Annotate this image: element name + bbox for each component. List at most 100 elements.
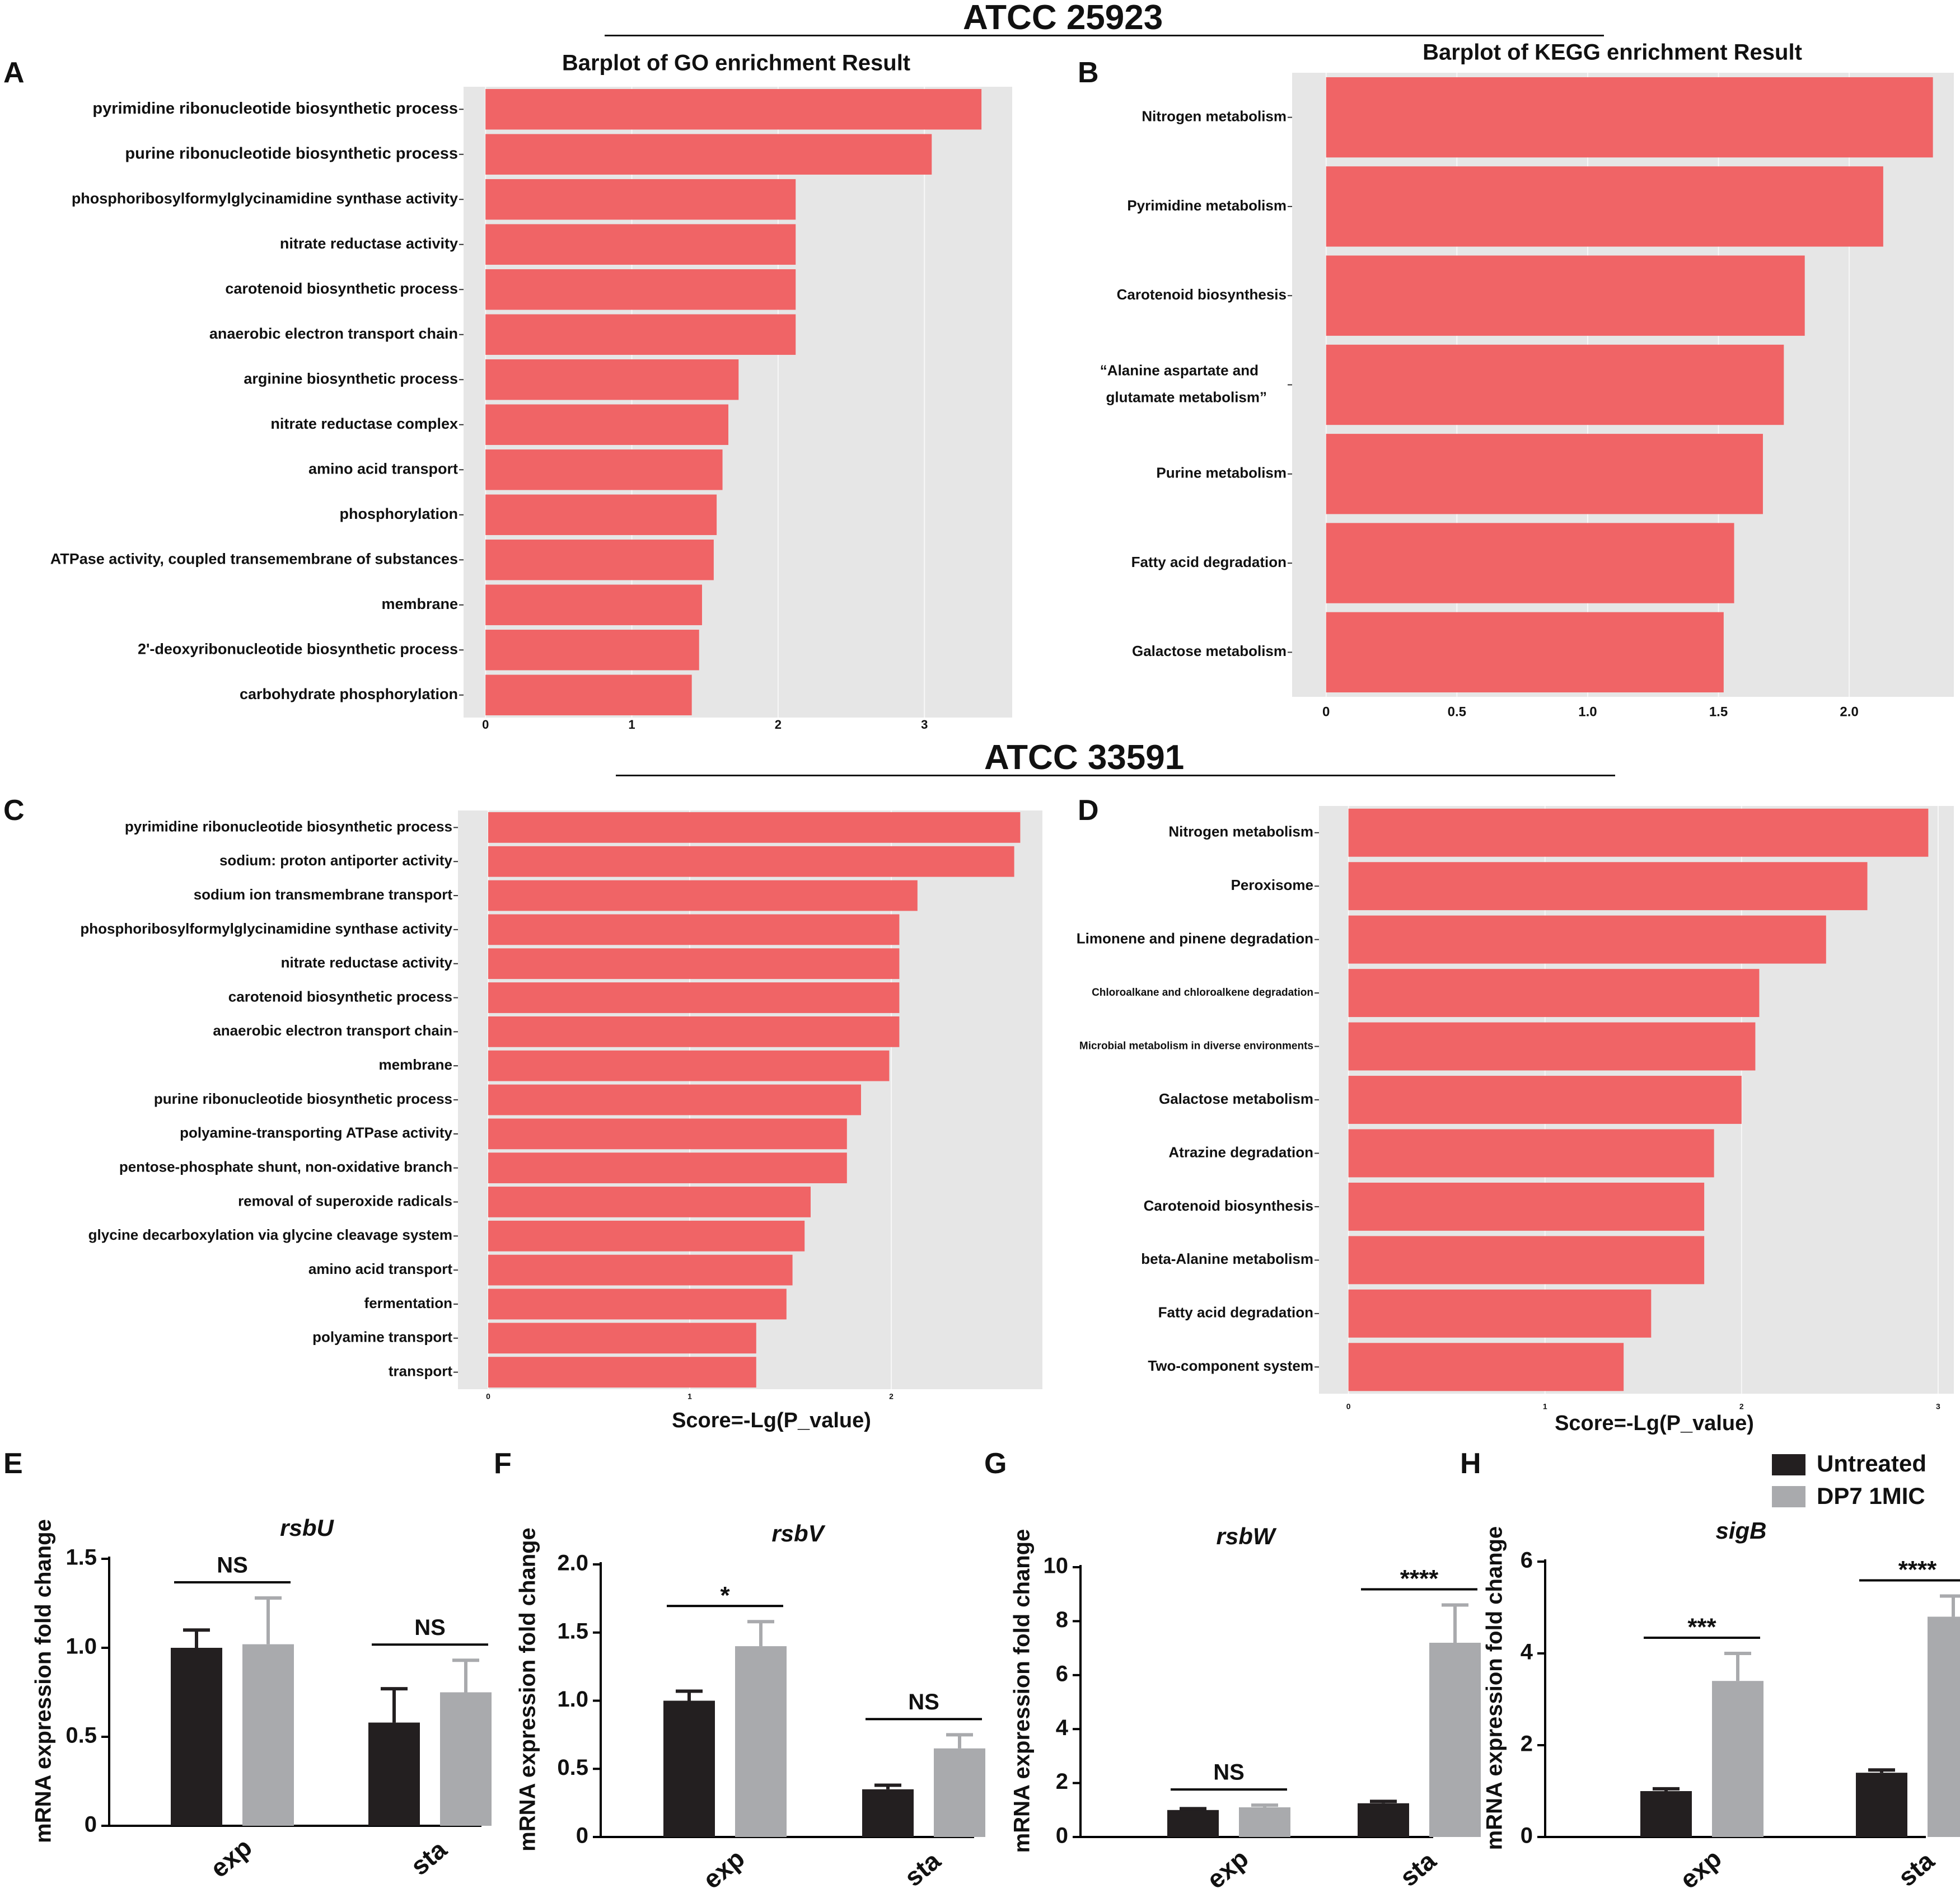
strain-header-rule-top (605, 35, 1604, 36)
category-label: Peroxisome (1231, 877, 1313, 893)
bar-untreated (368, 1722, 420, 1826)
y-axis-label: mRNA expression fold change (516, 1527, 540, 1852)
x-category-label: sta (1394, 1846, 1442, 1892)
significance-label: * (720, 1582, 730, 1609)
strain-header-atcc25923: ATCC 25923 (963, 0, 1163, 37)
bar (488, 880, 918, 911)
significance-label: **** (1400, 1565, 1439, 1592)
bar (485, 540, 714, 580)
x-tick-label: 1.5 (1709, 704, 1728, 719)
bar-untreated (1167, 1810, 1219, 1837)
category-label: arginine biosynthetic process (244, 370, 458, 387)
x-tick-label: 1 (1543, 1402, 1547, 1411)
y-tick-label: 1.0 (66, 1634, 97, 1659)
category-label: Carotenoid biosynthesis (1117, 286, 1287, 303)
category-label: membrane (379, 1056, 453, 1073)
category-label: anaerobic electron transport chain (213, 1022, 452, 1039)
category-label: polyamine transport (312, 1329, 452, 1346)
category-label: Purine metabolism (1156, 465, 1287, 481)
qpcr-chart-f: 0 0.5 1.0 1.5 2.0 mRNA expression fold change… (516, 1520, 985, 1894)
y-tick-label: 0 (85, 1812, 97, 1837)
qpcr-chart-h: 0 2 4 6 mRNA expression fold change sigB *** ex… (1482, 1517, 1960, 1894)
panel-label-b: B (1078, 57, 1099, 89)
bar (1348, 1289, 1652, 1338)
bar (1326, 77, 1933, 158)
category-label: “Alanine aspartate and glutamate metaboli… (1100, 362, 1267, 405)
bar (1326, 255, 1805, 336)
y-tick-label: 6 (1056, 1661, 1068, 1686)
x-axis-label: Score=-Lg(P_value) (1555, 1412, 1754, 1435)
significance-label: NS (908, 1690, 939, 1714)
bar (488, 1152, 847, 1184)
panel-label-e: E (3, 1447, 23, 1480)
significance-label: NS (1213, 1760, 1245, 1785)
y-tick-label: 10 (1044, 1554, 1069, 1578)
bar-dp7 (1239, 1807, 1290, 1837)
significance-label: **** (1898, 1556, 1937, 1583)
bar (1326, 523, 1734, 603)
category-label: phosphoribosylformylglycinamidine syntha… (72, 190, 458, 207)
category-label: Galactose metabolism (1159, 1090, 1313, 1107)
bar (1348, 1022, 1756, 1071)
x-tick-label: 1 (628, 718, 635, 732)
chart-title: rsbU (280, 1515, 334, 1541)
bar (1326, 166, 1883, 247)
category-label: Atrazine degradation (1168, 1144, 1313, 1160)
bar-dp7 (1712, 1681, 1763, 1837)
bar (485, 89, 982, 130)
bar-dp7 (440, 1692, 492, 1826)
bar (488, 1288, 787, 1320)
enrichment-chart-b: 0 0.5 1.0 1.5 2.0 Nitrogen metabolism Pyrimidi… (1100, 40, 1954, 719)
x-tick-label: 1.0 (1578, 704, 1597, 719)
bar (1348, 915, 1826, 964)
y-tick-label: 0.5 (557, 1755, 588, 1780)
bar (1348, 1129, 1714, 1178)
category-label: beta-Alanine metabolism (1141, 1250, 1313, 1267)
qpcr-chart-e: 0 0.5 1.0 1.5 mRNA expression fold change rsb… (31, 1515, 492, 1883)
category-label: phosphoribosylformylglycinamidine syntha… (80, 920, 452, 937)
bar (485, 224, 796, 265)
bar (488, 846, 1014, 877)
x-tick-label: 2 (1739, 1402, 1744, 1411)
x-tick-label: 0.5 (1448, 704, 1466, 719)
category-label: pyrimidine ribonucleotide biosynthetic p… (125, 818, 452, 835)
y-tick-label: 0.5 (66, 1723, 97, 1748)
category-label: nitrate reductase activity (281, 954, 453, 971)
enrichment-chart-a: 0 1 2 3 pyrimidine ribonucleotide biosynthet… (50, 51, 1012, 732)
enrichment-chart-d: 0 1 2 3 Nitrogen metabolism Peroxisome Limonen… (1077, 806, 1954, 1435)
x-tick-label: 0 (1322, 704, 1330, 719)
category-label: transport (389, 1362, 452, 1379)
bar-untreated (663, 1700, 715, 1837)
category-label: carotenoid biosynthetic process (225, 280, 458, 297)
category-label: polyamine-transporting ATPase activity (180, 1124, 452, 1141)
y-tick-label: 0 (1521, 1824, 1533, 1848)
y-tick-label: 0 (576, 1824, 588, 1848)
category-label: carbohydrate phosphorylation (240, 686, 458, 702)
y-tick-label: 4 (1521, 1640, 1533, 1665)
x-tick-label: 0 (1346, 1402, 1351, 1411)
legend: Untreated DP7 1MIC (1772, 1450, 1926, 1509)
y-tick-label: 8 (1056, 1608, 1068, 1632)
strain-header-atcc33591: ATCC 33591 (984, 738, 1185, 777)
y-tick-label: 1.5 (557, 1619, 588, 1643)
category-label: Chloroalkane and chloroalkene degradatio… (1092, 987, 1313, 999)
category-label: Carotenoid biosynthesis (1144, 1197, 1313, 1214)
legend-label-untreated: Untreated (1817, 1450, 1926, 1477)
category-label: Two-component system (1148, 1357, 1313, 1374)
bar (488, 1016, 900, 1047)
qpcr-chart-g: 0 2 4 6 8 10 mRNA expression fold change rsbW NS… (1010, 1523, 1481, 1894)
chart-title: rsbW (1217, 1523, 1277, 1549)
bar (485, 269, 796, 310)
bar (485, 449, 723, 490)
x-tick-label: 3 (921, 718, 928, 732)
bar (488, 812, 1021, 843)
bar (488, 1084, 861, 1116)
bar-dp7 (1429, 1642, 1481, 1837)
category-label: membrane (381, 596, 458, 612)
bar (1326, 344, 1784, 425)
panel-label-f: F (494, 1447, 512, 1480)
bar (1348, 1076, 1742, 1124)
y-tick-label: 6 (1521, 1548, 1533, 1573)
category-label: sodium ion transmembrane transport (194, 886, 453, 903)
category-label: sodium: proton antiporter activity (219, 852, 453, 869)
